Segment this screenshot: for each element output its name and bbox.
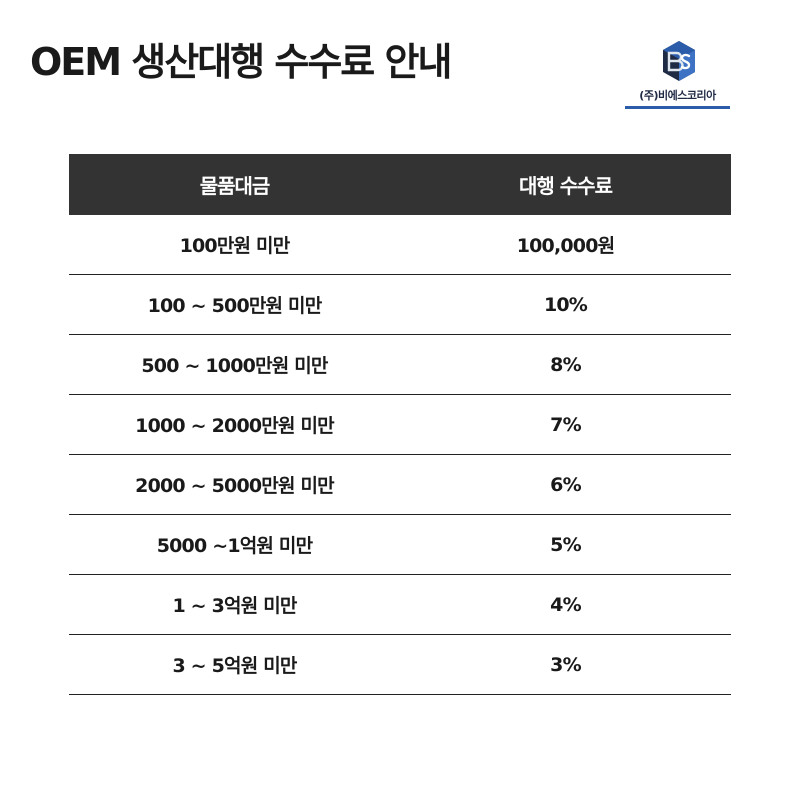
bs-cube-logo-icon: [663, 41, 695, 81]
price-range-cell: 100 ~ 500만원 미만: [69, 274, 400, 335]
fee-cell: 8%: [400, 334, 731, 395]
price-range-cell: 3 ~ 5억원 미만: [69, 634, 400, 695]
company-name: (주)비에스코리아: [639, 89, 716, 102]
table-row: 100만원 미만 100,000원: [69, 215, 731, 275]
price-range-cell: 100만원 미만: [69, 215, 400, 275]
page-title: OEM 생산대행 수수료 안내: [30, 40, 452, 84]
price-range-cell: 1000 ~ 2000만원 미만: [69, 394, 400, 455]
fee-table: 물품대금 대행 수수료 100만원 미만 100,000원 100 ~ 500만…: [69, 154, 731, 695]
table-row: 3 ~ 5억원 미만 3%: [69, 634, 731, 695]
price-range-cell: 5000 ~1억원 미만: [69, 514, 400, 575]
price-range-cell: 500 ~ 1000만원 미만: [69, 334, 400, 395]
table-header-row: 물품대금 대행 수수료: [69, 154, 731, 215]
price-range-cell: 2000 ~ 5000만원 미만: [69, 454, 400, 515]
company-logo: (주)비에스코리아: [625, 40, 730, 110]
table-row: 2000 ~ 5000만원 미만 6%: [69, 454, 731, 515]
price-range-cell: 1 ~ 3억원 미만: [69, 574, 400, 635]
fee-cell: 4%: [400, 574, 731, 635]
column-header-goods-price: 물품대금: [69, 154, 400, 215]
fee-cell: 10%: [400, 274, 731, 335]
table-row: 100 ~ 500만원 미만 10%: [69, 274, 731, 335]
fee-cell: 6%: [400, 454, 731, 515]
column-header-agency-fee: 대행 수수료: [400, 154, 731, 215]
table-row: 1 ~ 3억원 미만 4%: [69, 574, 731, 635]
table-row: 5000 ~1억원 미만 5%: [69, 514, 731, 575]
fee-cell: 100,000원: [400, 215, 731, 275]
fee-cell: 5%: [400, 514, 731, 575]
logo-underline: [625, 106, 730, 109]
table-row: 500 ~ 1000만원 미만 8%: [69, 334, 731, 395]
fee-cell: 7%: [400, 394, 731, 455]
table-row: 1000 ~ 2000만원 미만 7%: [69, 394, 731, 455]
fee-cell: 3%: [400, 634, 731, 695]
